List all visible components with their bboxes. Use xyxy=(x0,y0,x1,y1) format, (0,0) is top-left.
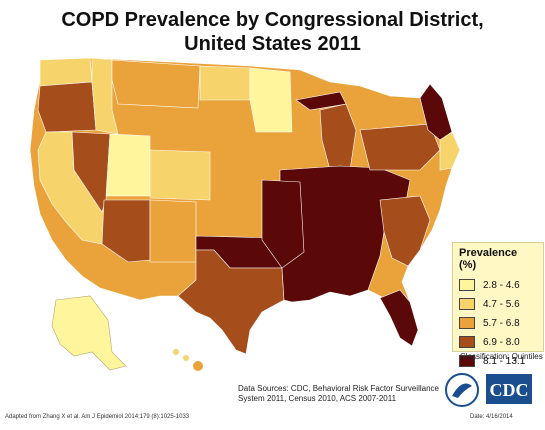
region-michigan-up xyxy=(295,91,347,111)
legend-label: 2.8 - 4.6 xyxy=(483,279,520,291)
region-minnesota xyxy=(249,67,293,133)
legend-label: 8.1 - 13.1 xyxy=(483,355,526,367)
map-title: COPD Prevalence by Congressional Distric… xyxy=(0,8,545,56)
legend-label: 6.9 - 8.0 xyxy=(483,336,520,348)
title-line-1: COPD Prevalence by Congressional Distric… xyxy=(61,9,484,31)
region-northeast-coast xyxy=(439,131,461,171)
region-arizona xyxy=(101,199,151,263)
title-line-2: United States 2011 xyxy=(184,33,361,55)
legend-swatch xyxy=(459,317,475,329)
region-florida xyxy=(379,289,419,347)
region-alaska xyxy=(51,295,127,371)
legend-swatch xyxy=(459,298,475,310)
map-date: Date: 4/16/2014 xyxy=(470,414,513,420)
legend: Prevalence (%) 2.8 - 4.6 4.7 - 5.6 5.7 -… xyxy=(452,242,544,367)
region-texas xyxy=(177,249,285,355)
region-utah xyxy=(105,133,151,197)
region-missouri-arkansas xyxy=(261,179,305,269)
legend-label: 4.7 - 5.6 xyxy=(483,298,520,310)
region-southeast-belt xyxy=(279,165,411,303)
cdc-logo-box xyxy=(486,374,532,404)
adapted-from: Adapted from Zhang X et al. Am J Epidemi… xyxy=(5,414,190,420)
hhs-eagle-icon xyxy=(445,373,479,407)
legend-label: 5.7 - 6.8 xyxy=(483,317,520,329)
region-pennsylvania-ny xyxy=(359,123,441,171)
cdc-logo-text: CDC xyxy=(490,380,529,400)
data-sources: Data Sources: CDC, Behavioral Risk Facto… xyxy=(238,384,439,403)
legend-item: 4.7 - 5.6 xyxy=(459,296,537,312)
cdc-hhs-logo: CDC xyxy=(445,373,532,407)
region-hawaii xyxy=(173,349,203,371)
legend-item: 6.9 - 8.0 xyxy=(459,334,537,350)
legend-title: Prevalence (%) xyxy=(459,247,518,271)
legend-swatch xyxy=(459,336,475,348)
legend-swatch xyxy=(459,279,475,291)
region-oregon xyxy=(37,81,97,133)
legend-item: 5.7 - 6.8 xyxy=(459,315,537,331)
legend-swatch xyxy=(459,355,475,367)
legend-item: 8.1 - 13.1 xyxy=(459,353,537,369)
classification-note: Classification: Quintiles xyxy=(460,352,543,361)
region-new-mexico xyxy=(149,199,197,263)
region-montana xyxy=(111,59,201,109)
legend-item: 2.8 - 4.6 xyxy=(459,277,537,293)
region-atlantic xyxy=(379,195,431,267)
region-colorado xyxy=(149,149,211,201)
region-north-dakota xyxy=(199,65,251,101)
